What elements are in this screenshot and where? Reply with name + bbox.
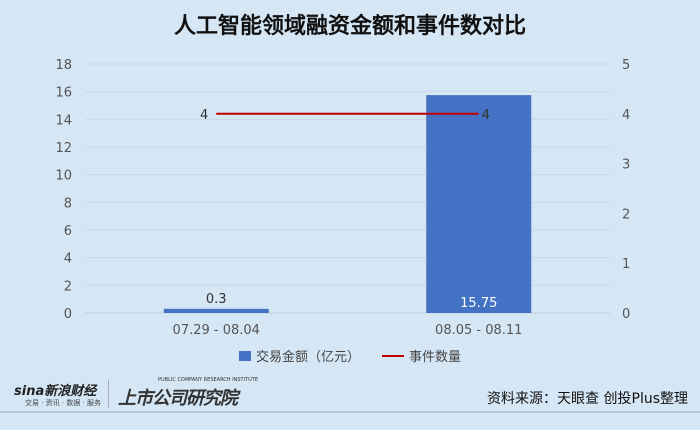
- y-left-tick-label: 14: [55, 113, 72, 128]
- legend-item-line: 事件数量: [382, 346, 461, 365]
- y-right-tick-label: 3: [622, 158, 630, 173]
- y-left-tick-label: 18: [55, 58, 72, 73]
- research-institute-logo: 上市公司研究院: [118, 388, 238, 409]
- legend: 交易金额（亿元） 事件数量: [0, 346, 700, 365]
- x-tick-label: 08.05 - 08.11: [435, 323, 522, 338]
- legend-swatch-bar: [238, 350, 251, 361]
- y-left-tick-label: 8: [64, 196, 72, 211]
- source-note: 资料来源：天眼查 创投Plus整理: [487, 391, 688, 407]
- sina-logo-subtitle: 交易 · 资讯 · 数据 · 服务: [25, 399, 102, 407]
- legend-label-line: 事件数量: [409, 350, 462, 365]
- y-right-tick-label: 5: [622, 58, 630, 73]
- bar: [426, 95, 532, 313]
- y-left-tick-label: 16: [55, 86, 72, 101]
- legend-label-bar: 交易金额（亿元）: [255, 350, 360, 365]
- y-right-tick-label: 4: [622, 108, 630, 123]
- y-left-tick-label: 2: [64, 279, 72, 294]
- x-tick-label: 07.29 - 08.04: [173, 323, 260, 338]
- research-institute-logo-english: PUBLIC COMPANY RESEARCH INSTITUTE: [158, 377, 258, 383]
- y-left-tick-label: 0: [64, 307, 72, 322]
- legend-swatch-line: [382, 354, 404, 357]
- bottom-divider: [0, 411, 700, 413]
- y-right-tick-label: 0: [622, 307, 630, 322]
- bar-data-label: 0.3: [206, 292, 227, 307]
- y-right-tick-label: 2: [622, 207, 630, 222]
- bar: [163, 308, 269, 313]
- sina-finance-logo: sina新浪财经: [14, 384, 97, 399]
- y-left-tick-label: 10: [55, 169, 72, 184]
- y-left-tick-label: 12: [55, 141, 72, 156]
- y-right-tick-label: 1: [622, 257, 630, 272]
- divider: [108, 380, 109, 408]
- legend-item-bar: 交易金额（亿元）: [238, 346, 360, 365]
- footer: sina新浪财经 交易 · 资讯 · 数据 · 服务 上市公司研究院 PUBLI…: [0, 376, 700, 414]
- y-left-tick-label: 4: [64, 252, 72, 267]
- line-data-label: 4: [482, 108, 490, 123]
- y-left-tick-label: 6: [64, 224, 72, 239]
- chart-title: 人工智能领域融资金额和事件数对比: [173, 14, 526, 39]
- line-data-label: 4: [200, 108, 208, 123]
- bar-data-label: 15.75: [460, 296, 497, 311]
